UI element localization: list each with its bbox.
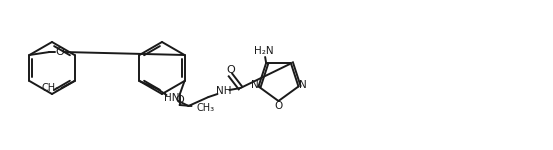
Text: NH: NH — [216, 86, 231, 96]
Text: N: N — [251, 81, 258, 90]
Text: CH₃: CH₃ — [41, 83, 60, 93]
Text: H₂N: H₂N — [254, 46, 274, 56]
Text: O: O — [55, 47, 64, 57]
Text: O: O — [175, 95, 184, 105]
Text: O: O — [226, 65, 235, 75]
Text: HN: HN — [164, 93, 179, 103]
Text: CH₃: CH₃ — [196, 103, 215, 113]
Text: N: N — [299, 81, 306, 90]
Text: O: O — [274, 101, 283, 111]
